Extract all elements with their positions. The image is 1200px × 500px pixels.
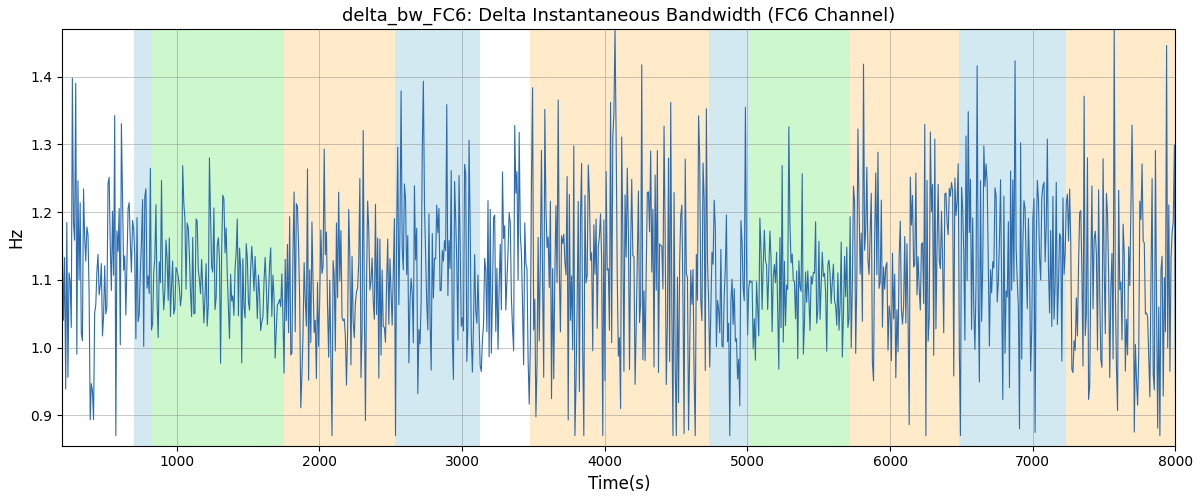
Bar bbox=[133, 30, 152, 446]
Bar bbox=[709, 30, 749, 446]
Bar bbox=[1066, 30, 1189, 446]
Bar bbox=[749, 30, 850, 446]
Y-axis label: Hz: Hz bbox=[7, 227, 25, 248]
Bar bbox=[850, 30, 959, 446]
Bar bbox=[152, 30, 283, 446]
Bar bbox=[283, 30, 395, 446]
Bar bbox=[530, 30, 709, 446]
Bar bbox=[959, 30, 1066, 446]
X-axis label: Time(s): Time(s) bbox=[588, 475, 650, 493]
Title: delta_bw_FC6: Delta Instantaneous Bandwidth (FC6 Channel): delta_bw_FC6: Delta Instantaneous Bandwi… bbox=[342, 7, 895, 25]
Bar bbox=[395, 30, 480, 446]
